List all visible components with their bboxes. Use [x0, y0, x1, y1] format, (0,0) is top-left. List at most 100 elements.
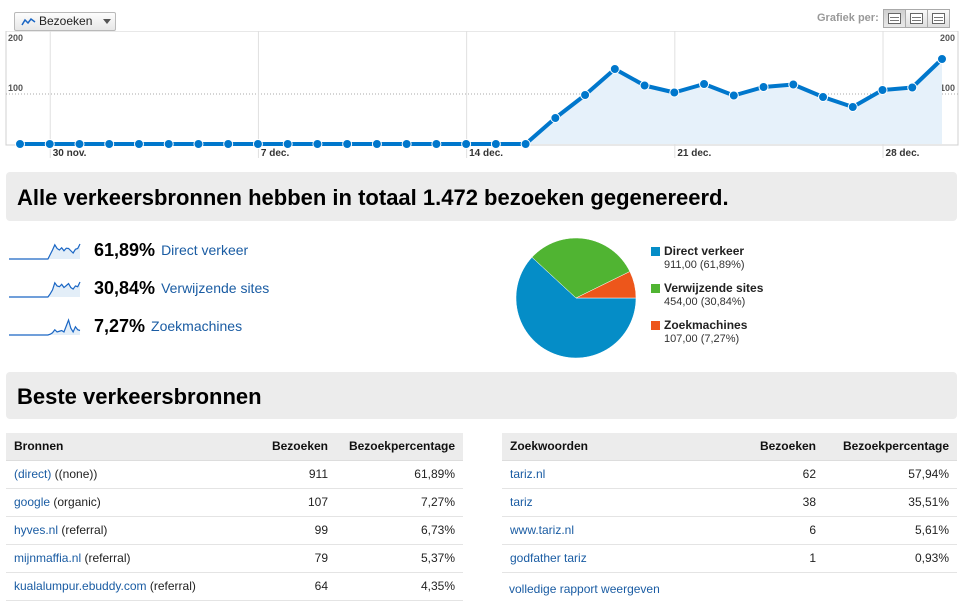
source-link-direct[interactable]: Direct verkeer	[161, 242, 249, 258]
graph-by-day-button[interactable]	[883, 9, 906, 28]
data-point[interactable]	[312, 139, 323, 149]
visits-cell: 1	[724, 544, 824, 573]
keyword-link[interactable]: tariz	[510, 495, 533, 509]
data-point[interactable]	[907, 82, 918, 93]
section-header: Beste verkeersbronnen	[6, 372, 957, 419]
data-point[interactable]	[461, 139, 472, 149]
metric-selector[interactable]: Bezoeken	[14, 12, 116, 31]
source-percentage: 61,89%	[94, 239, 156, 260]
pie-slice[interactable]	[575, 271, 637, 299]
legend-item-search: Zoekmachines 107,00 (7,27%)	[651, 318, 763, 346]
source-cell: hyves.nl (referral)	[6, 516, 236, 545]
data-point[interactable]	[669, 87, 680, 98]
data-point[interactable]	[818, 92, 829, 102]
data-point[interactable]	[550, 113, 561, 123]
data-point[interactable]	[639, 80, 650, 91]
source-link-search[interactable]: Zoekmachines	[151, 318, 243, 334]
headline-title: Alle verkeersbronnen hebben in totaal 1.…	[17, 185, 729, 210]
pie-slice[interactable]	[531, 237, 631, 299]
data-point[interactable]	[223, 139, 234, 149]
sparkline-search	[9, 318, 81, 336]
percentage-cell: 4,35%	[336, 572, 463, 601]
percentage-cell: 5,61%	[824, 516, 957, 545]
data-point[interactable]	[163, 139, 174, 149]
source-link[interactable]: (direct)	[14, 467, 52, 481]
data-point[interactable]	[490, 139, 501, 149]
table-row: godfather tariz 1 0,93%	[502, 544, 957, 573]
table-row: mijnmaffia.nl (referral) 79 5,37%	[6, 544, 463, 573]
keyword-link[interactable]: godfather tariz	[510, 551, 587, 565]
legend-value: 911,00 (61,89%)	[664, 259, 745, 271]
legend-name: Verwijzende sites	[664, 281, 764, 295]
table-row: www.tariz.nl 6 5,61%	[502, 516, 957, 545]
source-summary-direct: 61,89% Direct verkeer	[8, 237, 248, 263]
data-point[interactable]	[699, 79, 710, 89]
data-point[interactable]	[282, 139, 293, 149]
x-tick-label: 7 dec.	[261, 148, 290, 159]
headline-box: Alle verkeersbronnen hebben in totaal 1.…	[6, 172, 957, 221]
table-header-row: Bronnen Bezoeken Bezoekpercentage	[6, 433, 463, 461]
data-point[interactable]	[401, 139, 412, 149]
source-link[interactable]: kualalumpur.ebuddy.com	[14, 579, 147, 593]
line-chart-icon	[21, 17, 36, 26]
month-view-icon	[932, 13, 945, 24]
x-tick-label: 28 dec.	[886, 148, 920, 159]
source-link[interactable]: google	[14, 495, 51, 509]
source-link[interactable]: hyves.nl	[14, 523, 59, 537]
source-percentage: 7,27%	[94, 315, 146, 336]
visits-cell: 62	[724, 460, 824, 489]
source-link-referral[interactable]: Verwijzende sites	[161, 280, 270, 296]
column-header-percentage[interactable]: Bezoekpercentage	[824, 433, 957, 461]
data-point[interactable]	[342, 139, 353, 149]
data-point[interactable]	[371, 139, 382, 149]
data-point[interactable]	[609, 64, 620, 74]
column-header-percentage[interactable]: Bezoekpercentage	[336, 433, 463, 461]
source-link[interactable]: mijnmaffia.nl	[14, 551, 82, 565]
data-point[interactable]	[580, 90, 591, 100]
data-point[interactable]	[44, 139, 55, 149]
table-row: (direct) ((none)) 911 61,89%	[6, 460, 463, 489]
data-point[interactable]	[788, 79, 799, 90]
legend-value: 107,00 (7,27%)	[664, 333, 740, 345]
y-tick-label-left: 200	[8, 33, 23, 43]
data-point[interactable]	[193, 139, 204, 149]
graph-by-week-button[interactable]	[905, 9, 928, 28]
data-point[interactable]	[758, 82, 769, 92]
data-point[interactable]	[520, 139, 531, 149]
column-header-visits[interactable]: Bezoeken	[724, 433, 824, 461]
data-point[interactable]	[104, 139, 115, 149]
visits-cell: 107	[236, 488, 336, 517]
sparkline-line	[9, 243, 81, 260]
column-header-sources[interactable]: Bronnen	[6, 433, 236, 461]
table-header-row: Zoekwoorden Bezoeken Bezoekpercentage	[502, 433, 957, 461]
percentage-cell: 6,73%	[336, 516, 463, 545]
data-point[interactable]	[133, 139, 144, 149]
legend-item-direct: Direct verkeer 911,00 (61,89%)	[651, 244, 763, 272]
y-tick-label-right: 100	[940, 83, 955, 93]
metric-selector-label: Bezoeken	[39, 14, 93, 28]
column-header-keywords[interactable]: Zoekwoorden	[502, 433, 724, 461]
data-point[interactable]	[431, 139, 442, 149]
legend-swatch	[651, 284, 660, 293]
graph-mode-buttons	[883, 9, 950, 28]
percentage-cell: 5,37%	[336, 544, 463, 573]
source-medium: (organic)	[50, 495, 101, 509]
graph-by-month-button[interactable]	[927, 9, 950, 28]
visits-cell: 6	[724, 516, 824, 545]
data-point[interactable]	[74, 139, 85, 149]
percentage-cell: 61,89%	[336, 460, 463, 489]
data-point[interactable]	[937, 54, 947, 64]
data-point[interactable]	[252, 139, 263, 149]
legend-item-referral: Verwijzende sites 454,00 (30,84%)	[651, 281, 763, 309]
x-tick-label: 14 dec.	[469, 148, 503, 159]
legend-swatch	[651, 247, 660, 256]
full-report-link[interactable]: volledige rapport weergeven	[509, 582, 660, 596]
data-point[interactable]	[728, 90, 739, 101]
column-header-visits[interactable]: Bezoeken	[236, 433, 336, 461]
data-point[interactable]	[847, 102, 858, 112]
keyword-link[interactable]: tariz.nl	[510, 467, 546, 481]
keyword-link[interactable]: www.tariz.nl	[510, 523, 575, 537]
data-point[interactable]	[877, 85, 888, 95]
pie-slice[interactable]	[515, 256, 637, 359]
data-point[interactable]	[15, 139, 25, 149]
